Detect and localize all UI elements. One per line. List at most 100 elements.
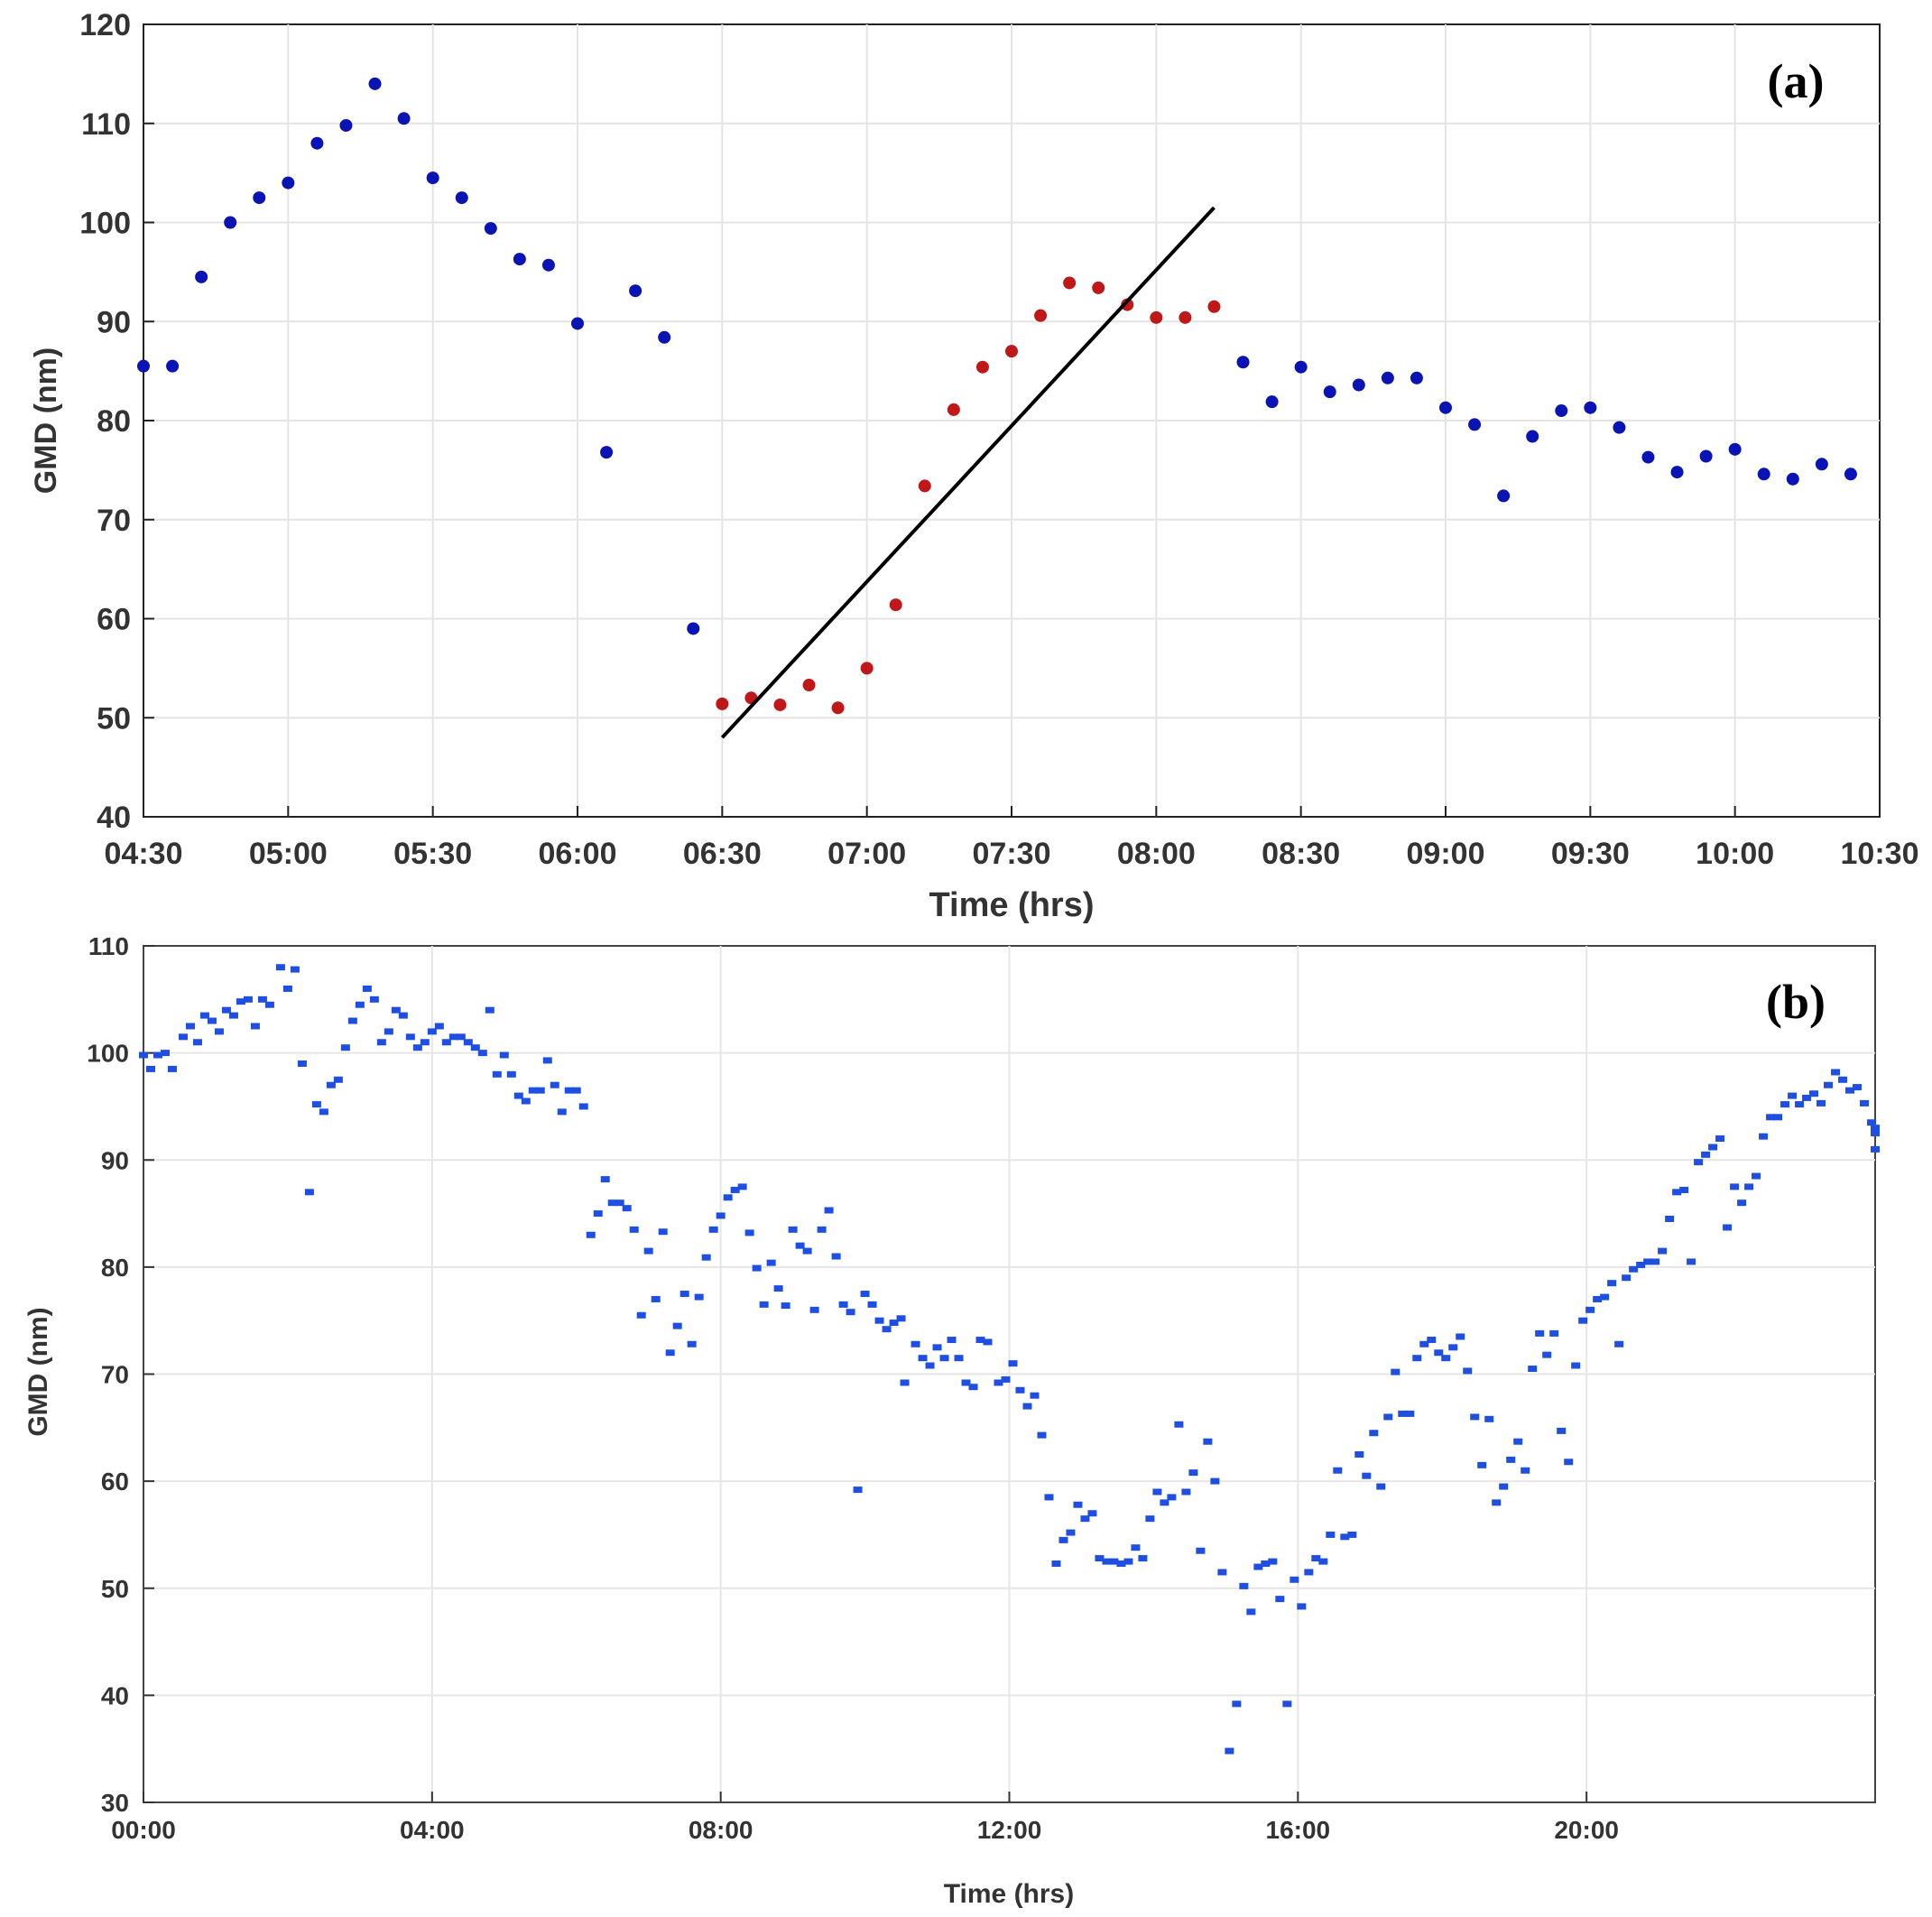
panel-b-point — [207, 1017, 217, 1024]
panel-b-point — [1614, 1340, 1624, 1347]
panel-a-ylabel: GMD (nm) — [29, 347, 63, 494]
panel-a-y-tick-label: 90 — [97, 305, 131, 339]
panel-b-point — [636, 1311, 646, 1319]
panel-b-point — [250, 1023, 260, 1030]
panel-b-point — [983, 1338, 993, 1346]
panel-a-point-series-0 — [658, 330, 671, 344]
panel-b-y-ticks: 30 40 50 60 70 80 90 100 110 — [87, 932, 154, 1817]
panel-b-x-tick-label: 12:00 — [977, 1816, 1042, 1844]
panel-b-point — [1759, 1133, 1769, 1140]
panel-a-x-tick-label: 09:00 — [1407, 837, 1485, 871]
panel-b-point — [730, 1186, 740, 1193]
panel-b-point — [665, 1349, 675, 1357]
panel-b-point — [199, 1012, 209, 1019]
panel-a-point-series-2 — [1699, 449, 1713, 463]
panel-a-point-series-1 — [1034, 309, 1048, 322]
panel-b-point — [236, 998, 245, 1005]
panel-b-point — [672, 1322, 682, 1329]
panel-a-y-tick-label: 40 — [97, 801, 131, 835]
panel-a-y-tick-label: 110 — [81, 107, 131, 142]
panel-a-point-series-1 — [1179, 310, 1192, 324]
panel-b-point — [1838, 1076, 1848, 1083]
panel-a-point-series-2 — [1555, 404, 1568, 418]
panel-a-point-series-1 — [1092, 281, 1105, 294]
panel-b-point — [846, 1309, 855, 1316]
panel-b-point — [434, 1023, 444, 1030]
panel-b-point — [470, 1044, 480, 1051]
panel-a-point-series-1 — [831, 701, 845, 715]
panel-b-point — [420, 1039, 430, 1046]
panel-b-point — [311, 1101, 321, 1108]
panel-b-point — [1564, 1459, 1574, 1466]
panel-b-point — [257, 996, 267, 1003]
panel-b-point — [405, 1033, 415, 1041]
panel-b-point — [1087, 1510, 1097, 1517]
panel-a-point-series-1 — [889, 598, 902, 612]
panel-b-point — [1492, 1499, 1502, 1506]
panel-b-point — [766, 1259, 776, 1266]
panel-a-point-series-0 — [397, 112, 411, 125]
panel-b-point — [1535, 1329, 1545, 1337]
panel-b-point — [925, 1362, 935, 1369]
panel-b-point — [1665, 1215, 1675, 1222]
panel-b-point — [1802, 1094, 1812, 1101]
panel-b-point — [1217, 1569, 1227, 1576]
panel-b-point — [1629, 1265, 1639, 1273]
panel-b-point — [282, 985, 292, 992]
panel-b-point — [1015, 1386, 1025, 1394]
panel-b-point — [1708, 1144, 1718, 1151]
panel-b-point — [1239, 1582, 1249, 1589]
panel-b-point — [1246, 1608, 1256, 1616]
panel-b-point — [600, 1176, 610, 1183]
panel-b-point — [1871, 1145, 1880, 1153]
panel-a-point-series-2 — [1526, 430, 1539, 443]
panel-b-point — [947, 1337, 957, 1344]
panel-a-point-series-2 — [1294, 360, 1308, 374]
panel-b-point — [319, 1108, 328, 1116]
panel-b-point — [1773, 1114, 1783, 1121]
panel-b-point — [1376, 1483, 1386, 1490]
panel-a-point-series-1 — [1063, 276, 1077, 290]
panel-b-point — [1109, 1558, 1119, 1565]
panel-b-point — [1362, 1472, 1372, 1479]
panel-b-point — [932, 1344, 942, 1351]
panel-b-point — [1304, 1569, 1314, 1576]
panel-b-point — [214, 1028, 224, 1035]
panel-b-point — [1196, 1547, 1206, 1554]
panel-b-point — [1174, 1421, 1184, 1428]
panel-b-point — [1326, 1531, 1336, 1538]
panel-b-point — [427, 1028, 437, 1035]
panel-a-point-series-2 — [1641, 450, 1655, 464]
panel-a-point-series-2 — [1468, 418, 1482, 431]
panel-a-point-series-0 — [195, 270, 208, 283]
panel-b-point — [1275, 1596, 1285, 1603]
panel-b-point — [297, 1060, 307, 1067]
panel-b-point — [694, 1293, 704, 1301]
panel-b-point — [809, 1306, 819, 1313]
panel-a-point-series-0 — [368, 77, 382, 90]
panel-b-point — [1398, 1410, 1408, 1417]
panel-a-point-series-0 — [600, 446, 614, 459]
panel-b-xlabel: Time (hrs) — [944, 1879, 1074, 1909]
panel-b-point — [900, 1379, 910, 1386]
panel-b-point — [221, 1006, 231, 1014]
panel-b-point — [1816, 1099, 1826, 1107]
panel-a-point-series-0 — [224, 216, 237, 229]
panel-a-point-series-2 — [1439, 401, 1452, 414]
panel-b-point — [1167, 1494, 1177, 1501]
panel-b-point — [1037, 1431, 1047, 1439]
panel-a-point-series-0 — [513, 253, 526, 266]
panel-a-y-tick-label: 80 — [97, 404, 131, 439]
panel-a-x-tick-label: 05:30 — [393, 837, 472, 871]
panel-b-point — [622, 1205, 632, 1212]
panel-b-x-tick-label: 04:00 — [400, 1816, 465, 1844]
panel-b-point — [1282, 1700, 1292, 1708]
panel-b-point — [160, 1050, 170, 1057]
panel-b-point — [1116, 1560, 1126, 1567]
panel-b-point — [1701, 1151, 1711, 1158]
panel-b-point — [889, 1320, 899, 1327]
panel-b-point — [264, 1001, 274, 1008]
panel-b-point — [1542, 1351, 1552, 1358]
panel-b-point — [1549, 1329, 1559, 1337]
panel-b-point — [1484, 1415, 1494, 1422]
